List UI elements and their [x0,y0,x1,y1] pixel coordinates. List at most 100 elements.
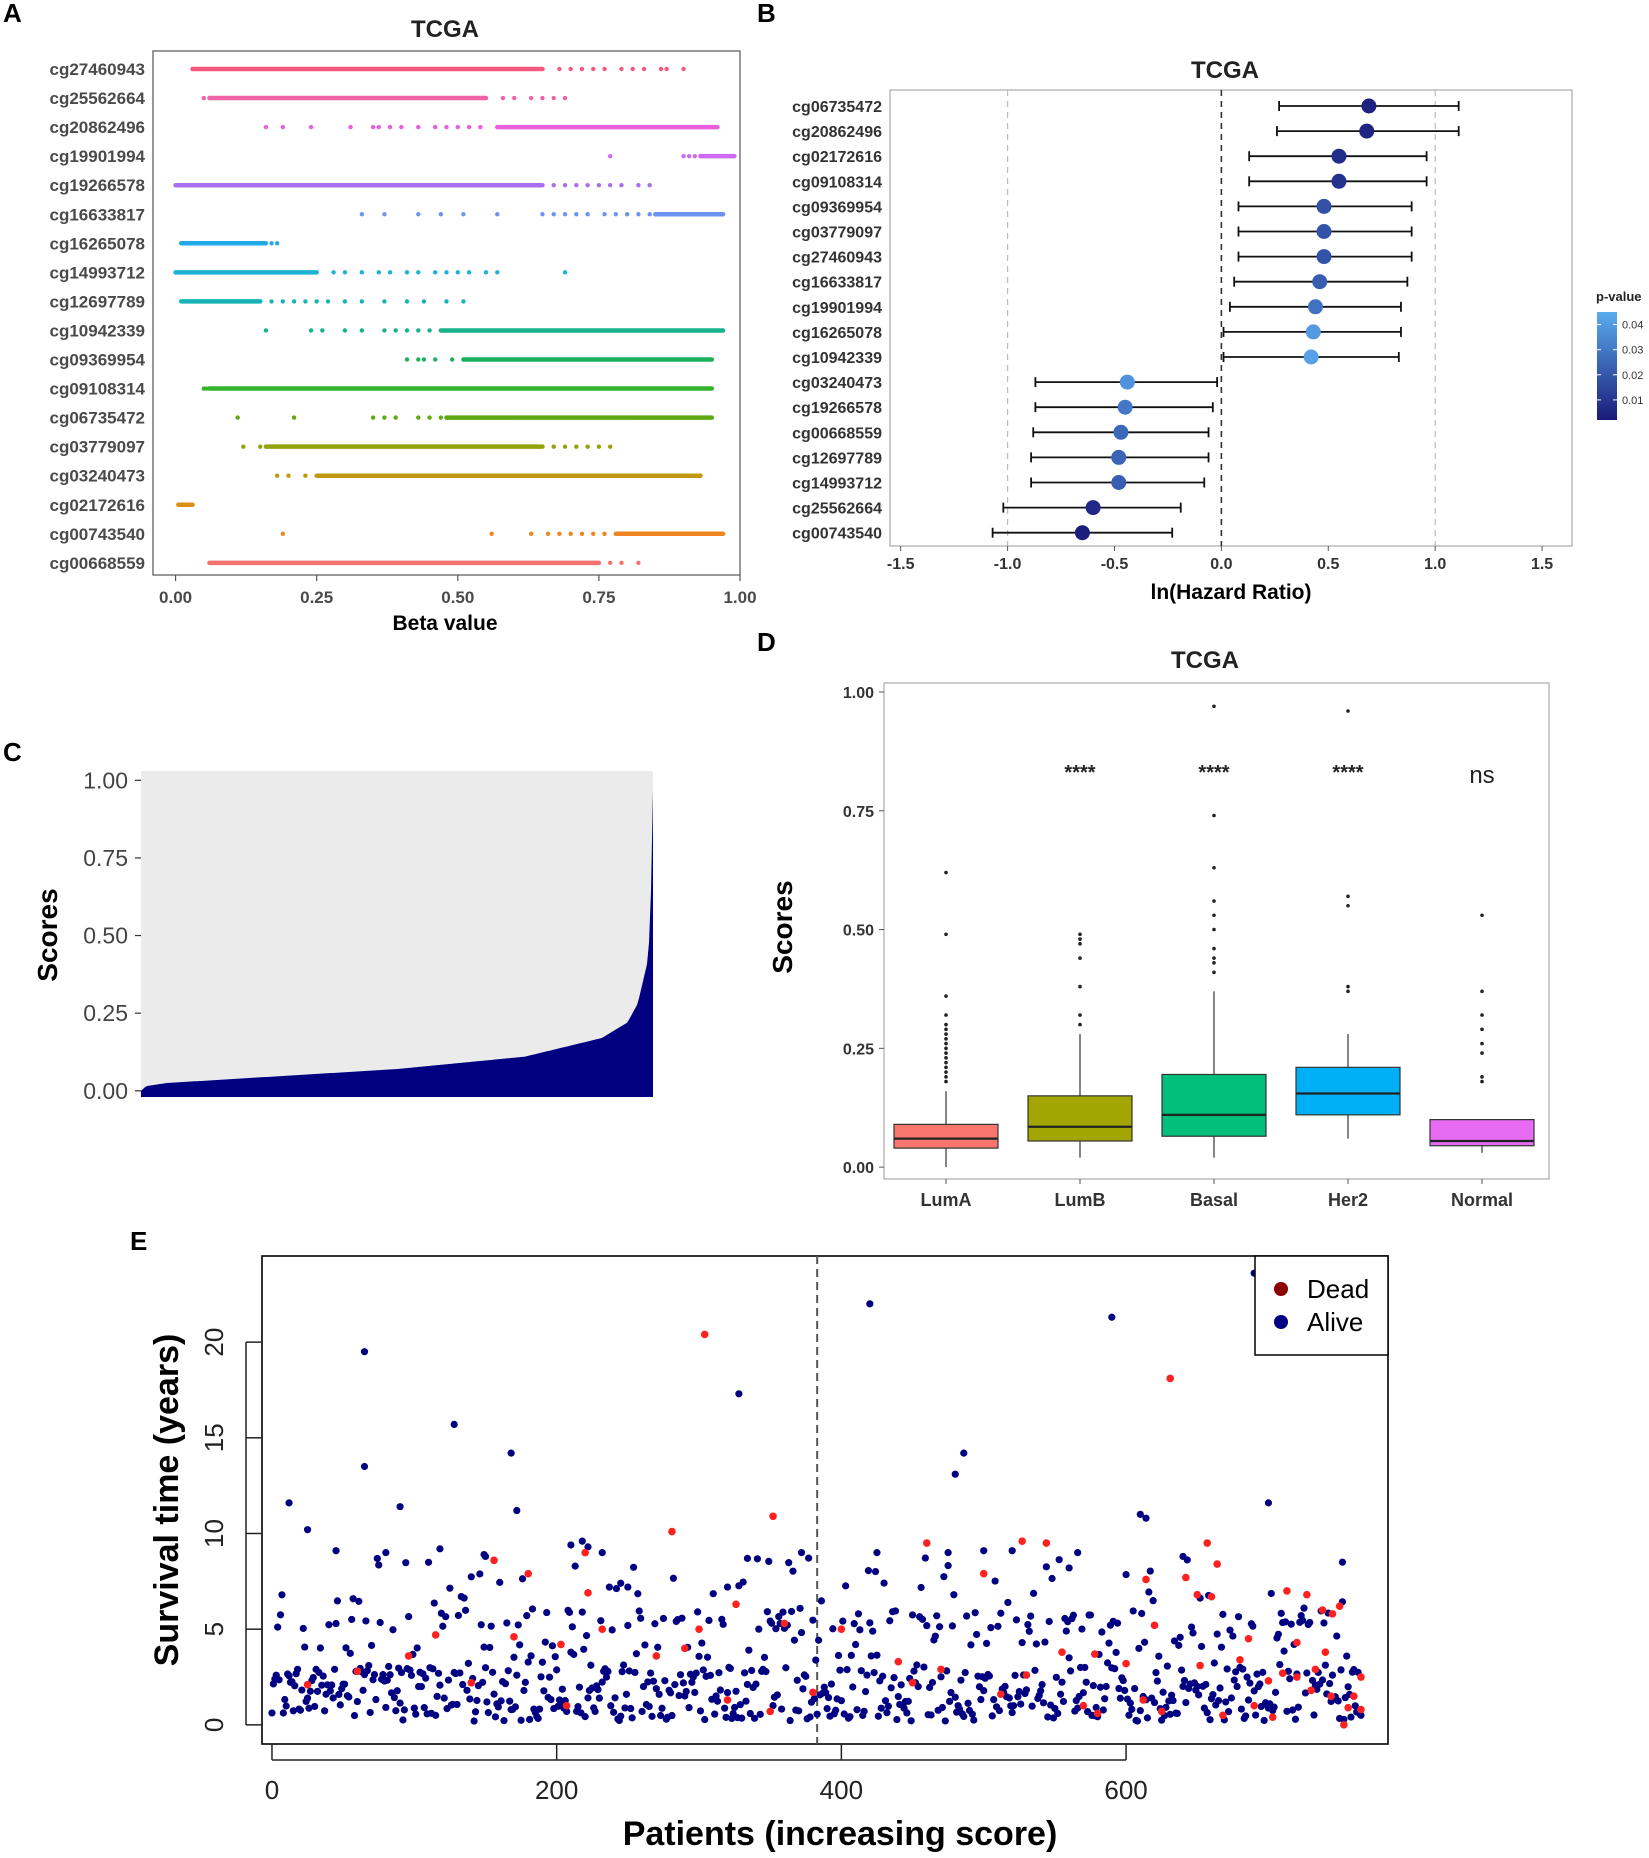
alive-point [524,1658,532,1666]
alive-point [1018,1639,1026,1647]
alive-point [641,1641,649,1649]
panel-a-point [303,299,308,304]
panel-d-ytick-label: 0.50 [843,923,874,940]
alive-point [510,1653,518,1661]
pvalue-legend-label: 0.04 [1622,320,1643,332]
alive-point [291,1682,299,1690]
boxplot-her2 [1295,709,1401,1139]
alive-point [325,1621,333,1629]
panel-a-point [607,560,613,566]
alive-point [779,1608,787,1616]
alive-point [867,1652,875,1660]
alive-point [582,1632,591,1640]
alive-point [693,1608,702,1616]
panel-a-point [613,212,619,217]
panel-a-point [438,212,444,217]
dead-point [809,1688,817,1697]
alive-point [1180,1676,1189,1685]
alive-point [373,1554,381,1563]
panel-a-probe-label: cg25562664 [50,89,146,108]
panel-a-point [636,212,641,217]
panel-a-point [557,66,562,72]
alive-point [656,1711,665,1720]
alive-point [1202,1680,1210,1689]
panel-a-row-cg25562664 [201,95,568,101]
panel-b-estimate-point [1119,374,1135,390]
alive-point [464,1659,473,1667]
alive-point [434,1669,443,1677]
dead-point [490,1556,498,1565]
alive-point [591,1707,599,1715]
alive-point [1150,1698,1159,1707]
alive-point [676,1671,685,1679]
alive-point [860,1707,868,1715]
alive-point [638,1707,646,1716]
panel-a-point [641,66,647,72]
panel-a-point [495,212,500,217]
dead-point [1042,1539,1051,1547]
panel-a-point [258,444,263,449]
alive-point [789,1567,797,1575]
alive-point [622,1690,631,1698]
alive-point [997,1609,1005,1617]
alive-point [1155,1652,1163,1660]
panel-a-point [489,531,494,536]
panel-a-point [342,270,348,275]
panel-a-point [596,444,602,449]
alive-point [752,1680,760,1688]
alive-point [517,1716,525,1724]
panel-a-point [624,212,630,217]
panel-d-xtick-label: Basal [1190,1190,1238,1210]
alive-point [1108,1313,1116,1321]
panel-a-point [461,299,466,304]
alive-point [897,1681,905,1689]
panel-b-row-cg06735472 [1278,98,1460,114]
alive-point [651,1620,659,1628]
alive-point [336,1701,344,1709]
panel-a-point [528,95,534,101]
alive-point [1222,1698,1230,1706]
alive-point [293,1665,302,1673]
alive-point [1306,1618,1314,1627]
alive-point [430,1599,438,1607]
alive-point [907,1717,915,1725]
alive-point [1152,1668,1160,1677]
alive-point [685,1704,693,1712]
panel-a-point [280,531,286,536]
panel-a-point [602,531,607,536]
alive-point [797,1628,806,1637]
alive-point [537,1673,545,1681]
alive-point [382,1703,390,1712]
panel-d-xtick-label: Her2 [1328,1190,1368,1210]
panel-b-row-cg09369954 [1237,198,1413,214]
alive-point [484,1709,492,1717]
box-outlier [1078,1013,1082,1017]
alive-point [1129,1607,1137,1615]
alive-point [738,1714,746,1722]
alive-point [893,1715,901,1724]
panel-a-row-cg16633817 [359,212,726,217]
alive-point [914,1683,922,1691]
box-outlier [1480,913,1484,918]
alive-point [854,1610,863,1618]
panel-a-point [444,299,449,304]
alive-point [991,1577,999,1585]
panel-b-probe-label: cg03779097 [792,225,882,242]
alive-point [1032,1640,1040,1648]
panel-b-row-cg10942339 [1222,349,1400,365]
alive-point [785,1559,793,1567]
alive-point [1326,1679,1334,1688]
panel-b-xtick-label: 1.5 [1531,556,1553,573]
dead-point [1250,1701,1258,1710]
alive-point [1310,1711,1318,1719]
alive-point [1010,1702,1018,1710]
panel-letter-b: B [757,0,776,28]
alive-point [1054,1709,1062,1718]
box-outlier [1346,989,1350,994]
alive-point [420,1704,428,1712]
alive-point [496,1578,504,1586]
box-outlier [944,1056,948,1060]
panel-b-row-cg00668559 [1032,424,1210,440]
panel-b-estimate-point [1117,399,1133,415]
alive-point [797,1549,806,1557]
